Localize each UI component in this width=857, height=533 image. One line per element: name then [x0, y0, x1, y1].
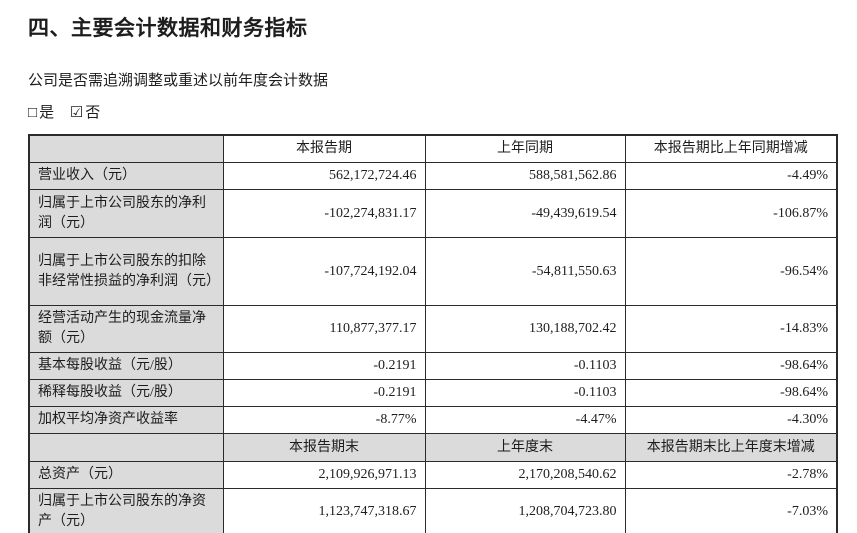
revenue-change: -4.49%	[624, 162, 838, 190]
financial-indicators-table: 本报告期 上年同期 本报告期比上年同期增减 营业收入（元） 562,172,72…	[28, 134, 838, 533]
deducted-net-profit-label: 归属于上市公司股东的扣除非经常性损益的净利润（元）	[28, 237, 224, 306]
weighted-roe-label: 加权平均净资产收益率	[28, 406, 224, 434]
weighted-roe-change: -4.30%	[624, 406, 838, 434]
row-revenue: 营业收入（元） 562,172,724.46 588,581,562.86 -4…	[28, 162, 838, 190]
total-assets-current: 2,109,926,971.13	[222, 461, 426, 489]
revenue-label: 营业收入（元）	[28, 162, 224, 190]
diluted-eps-prior: -0.1103	[424, 379, 626, 407]
row-deducted-net-profit: 归属于上市公司股东的扣除非经常性损益的净利润（元） -107,724,192.0…	[28, 237, 838, 306]
operating-cash-flow-change: -14.83%	[624, 305, 838, 353]
section-title: 四、主要会计数据和财务指标	[28, 16, 308, 40]
header-prior-year-end: 上年度末	[424, 433, 626, 462]
net-profit-prior: -49,439,619.54	[424, 189, 626, 238]
diluted-eps-current: -0.2191	[222, 379, 426, 407]
revenue-prior: 588,581,562.86	[424, 162, 626, 190]
header-period-change: 本报告期比上年同期增减	[624, 134, 838, 163]
net-profit-current: -102,274,831.17	[222, 189, 426, 238]
row-weighted-roe: 加权平均净资产收益率 -8.77% -4.47% -4.30%	[28, 406, 838, 434]
checkbox-yes-label: 是	[39, 105, 55, 121]
operating-cash-flow-current: 110,877,377.17	[222, 305, 426, 353]
diluted-eps-change: -98.64%	[624, 379, 838, 407]
basic-eps-prior: -0.1103	[424, 352, 626, 380]
net-assets-change: -7.03%	[624, 488, 838, 533]
row-net-profit: 归属于上市公司股东的净利润（元） -102,274,831.17 -49,439…	[28, 189, 838, 238]
checkbox-unchecked-icon: □	[28, 105, 38, 121]
revenue-current: 562,172,724.46	[222, 162, 426, 190]
weighted-roe-current: -8.77%	[222, 406, 426, 434]
deducted-net-profit-current: -107,724,192.04	[222, 237, 426, 306]
header-prior-period: 上年同期	[424, 134, 626, 163]
basic-eps-change: -98.64%	[624, 352, 838, 380]
row-diluted-eps: 稀释每股收益（元/股） -0.2191 -0.1103 -98.64%	[28, 379, 838, 407]
row-basic-eps: 基本每股收益（元/股） -0.2191 -0.1103 -98.64%	[28, 352, 838, 380]
row-total-assets: 总资产（元） 2,109,926,971.13 2,170,208,540.62…	[28, 461, 838, 489]
total-assets-prior: 2,170,208,540.62	[424, 461, 626, 489]
corner-cell-2	[28, 433, 224, 462]
checkbox-yes[interactable]: □ 是	[28, 105, 54, 121]
operating-cash-flow-prior: 130,188,702.42	[424, 305, 626, 353]
weighted-roe-prior: -4.47%	[424, 406, 626, 434]
net-profit-change: -106.87%	[624, 189, 838, 238]
deducted-net-profit-prior: -54,811,550.63	[424, 237, 626, 306]
net-assets-current: 1,123,747,318.67	[222, 488, 426, 533]
total-assets-label: 总资产（元）	[28, 461, 224, 489]
row-operating-cash-flow: 经营活动产生的现金流量净额（元） 110,877,377.17 130,188,…	[28, 305, 838, 353]
header-current-period: 本报告期	[222, 134, 426, 163]
total-assets-change: -2.78%	[624, 461, 838, 489]
corner-cell	[28, 134, 224, 163]
diluted-eps-label: 稀释每股收益（元/股）	[28, 379, 224, 407]
restatement-answer-row: □ 是 ☑ 否	[28, 101, 836, 122]
header-period-end-change: 本报告期末比上年度末增减	[624, 433, 838, 462]
restatement-question: 公司是否需追溯调整或重述以前年度会计数据	[28, 73, 329, 89]
net-assets-label: 归属于上市公司股东的净资产（元）	[28, 488, 224, 533]
basic-eps-current: -0.2191	[222, 352, 426, 380]
checkbox-checked-icon: ☑	[69, 105, 84, 121]
net-profit-label: 归属于上市公司股东的净利润（元）	[28, 189, 224, 238]
period-header-row: 本报告期 上年同期 本报告期比上年同期增减	[28, 134, 838, 163]
operating-cash-flow-label: 经营活动产生的现金流量净额（元）	[28, 305, 224, 353]
endperiod-header-row: 本报告期末 上年度末 本报告期末比上年度末增减	[28, 433, 838, 462]
deducted-net-profit-change: -96.54%	[624, 237, 838, 306]
header-period-end: 本报告期末	[222, 433, 426, 462]
net-assets-prior: 1,208,704,723.80	[424, 488, 626, 533]
basic-eps-label: 基本每股收益（元/股）	[28, 352, 224, 380]
checkbox-no[interactable]: ☑ 否	[70, 105, 100, 121]
row-net-assets: 归属于上市公司股东的净资产（元） 1,123,747,318.67 1,208,…	[28, 488, 838, 533]
checkbox-no-label: 否	[85, 105, 101, 121]
